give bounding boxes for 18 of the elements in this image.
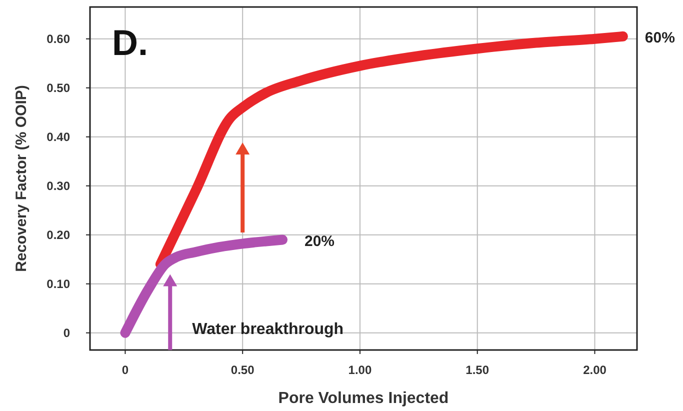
- y-tick-label: 0.40: [46, 130, 70, 144]
- y-tick-label: 0.10: [46, 276, 70, 291]
- annotation: 60%: [644, 29, 675, 46]
- annotation: Water breakthrough: [192, 320, 344, 338]
- y-tick-label: 0.20: [46, 228, 70, 242]
- x-tick-label: 2.00: [583, 363, 607, 377]
- x-tick-label: 1.00: [348, 363, 372, 377]
- x-tick-label: 0.50: [230, 363, 255, 377]
- y-tick-label: 0: [63, 326, 70, 340]
- x-axis-title: Pore Volumes Injected: [278, 390, 449, 407]
- y-tick-label: 0.50: [46, 80, 70, 95]
- y-tick-label: 0.30: [46, 178, 70, 193]
- x-tick-label: 0: [122, 363, 129, 377]
- annotation: D.: [112, 22, 148, 63]
- x-tick-label: 1.50: [466, 363, 490, 377]
- y-tick-label: 0.60: [46, 32, 70, 46]
- y-axis-title: Recovery Factor (% OOIP): [13, 85, 30, 272]
- annotation: 20%: [304, 232, 335, 250]
